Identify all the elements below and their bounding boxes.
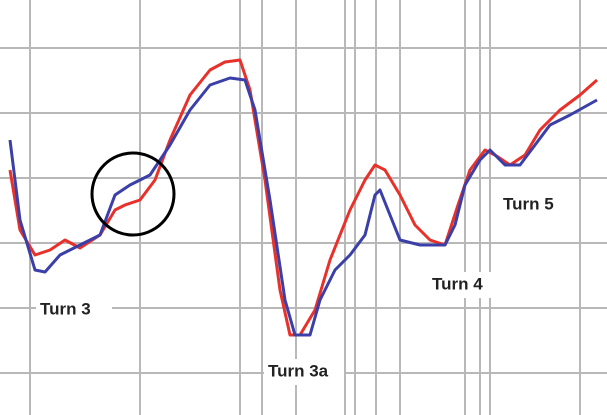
annotation: Turn 3a — [268, 361, 329, 380]
annotation: Turn 4 — [432, 274, 483, 293]
lines — [8, 58, 598, 337]
highlight-circle — [90, 151, 176, 237]
label-bg — [499, 192, 577, 218]
label-bg — [428, 272, 504, 298]
label-bg — [36, 296, 112, 322]
label-bg — [264, 359, 344, 385]
annotation: Turn 3 — [40, 299, 91, 318]
series-line — [8, 76, 598, 337]
annotation: Turn 5 — [503, 194, 554, 213]
